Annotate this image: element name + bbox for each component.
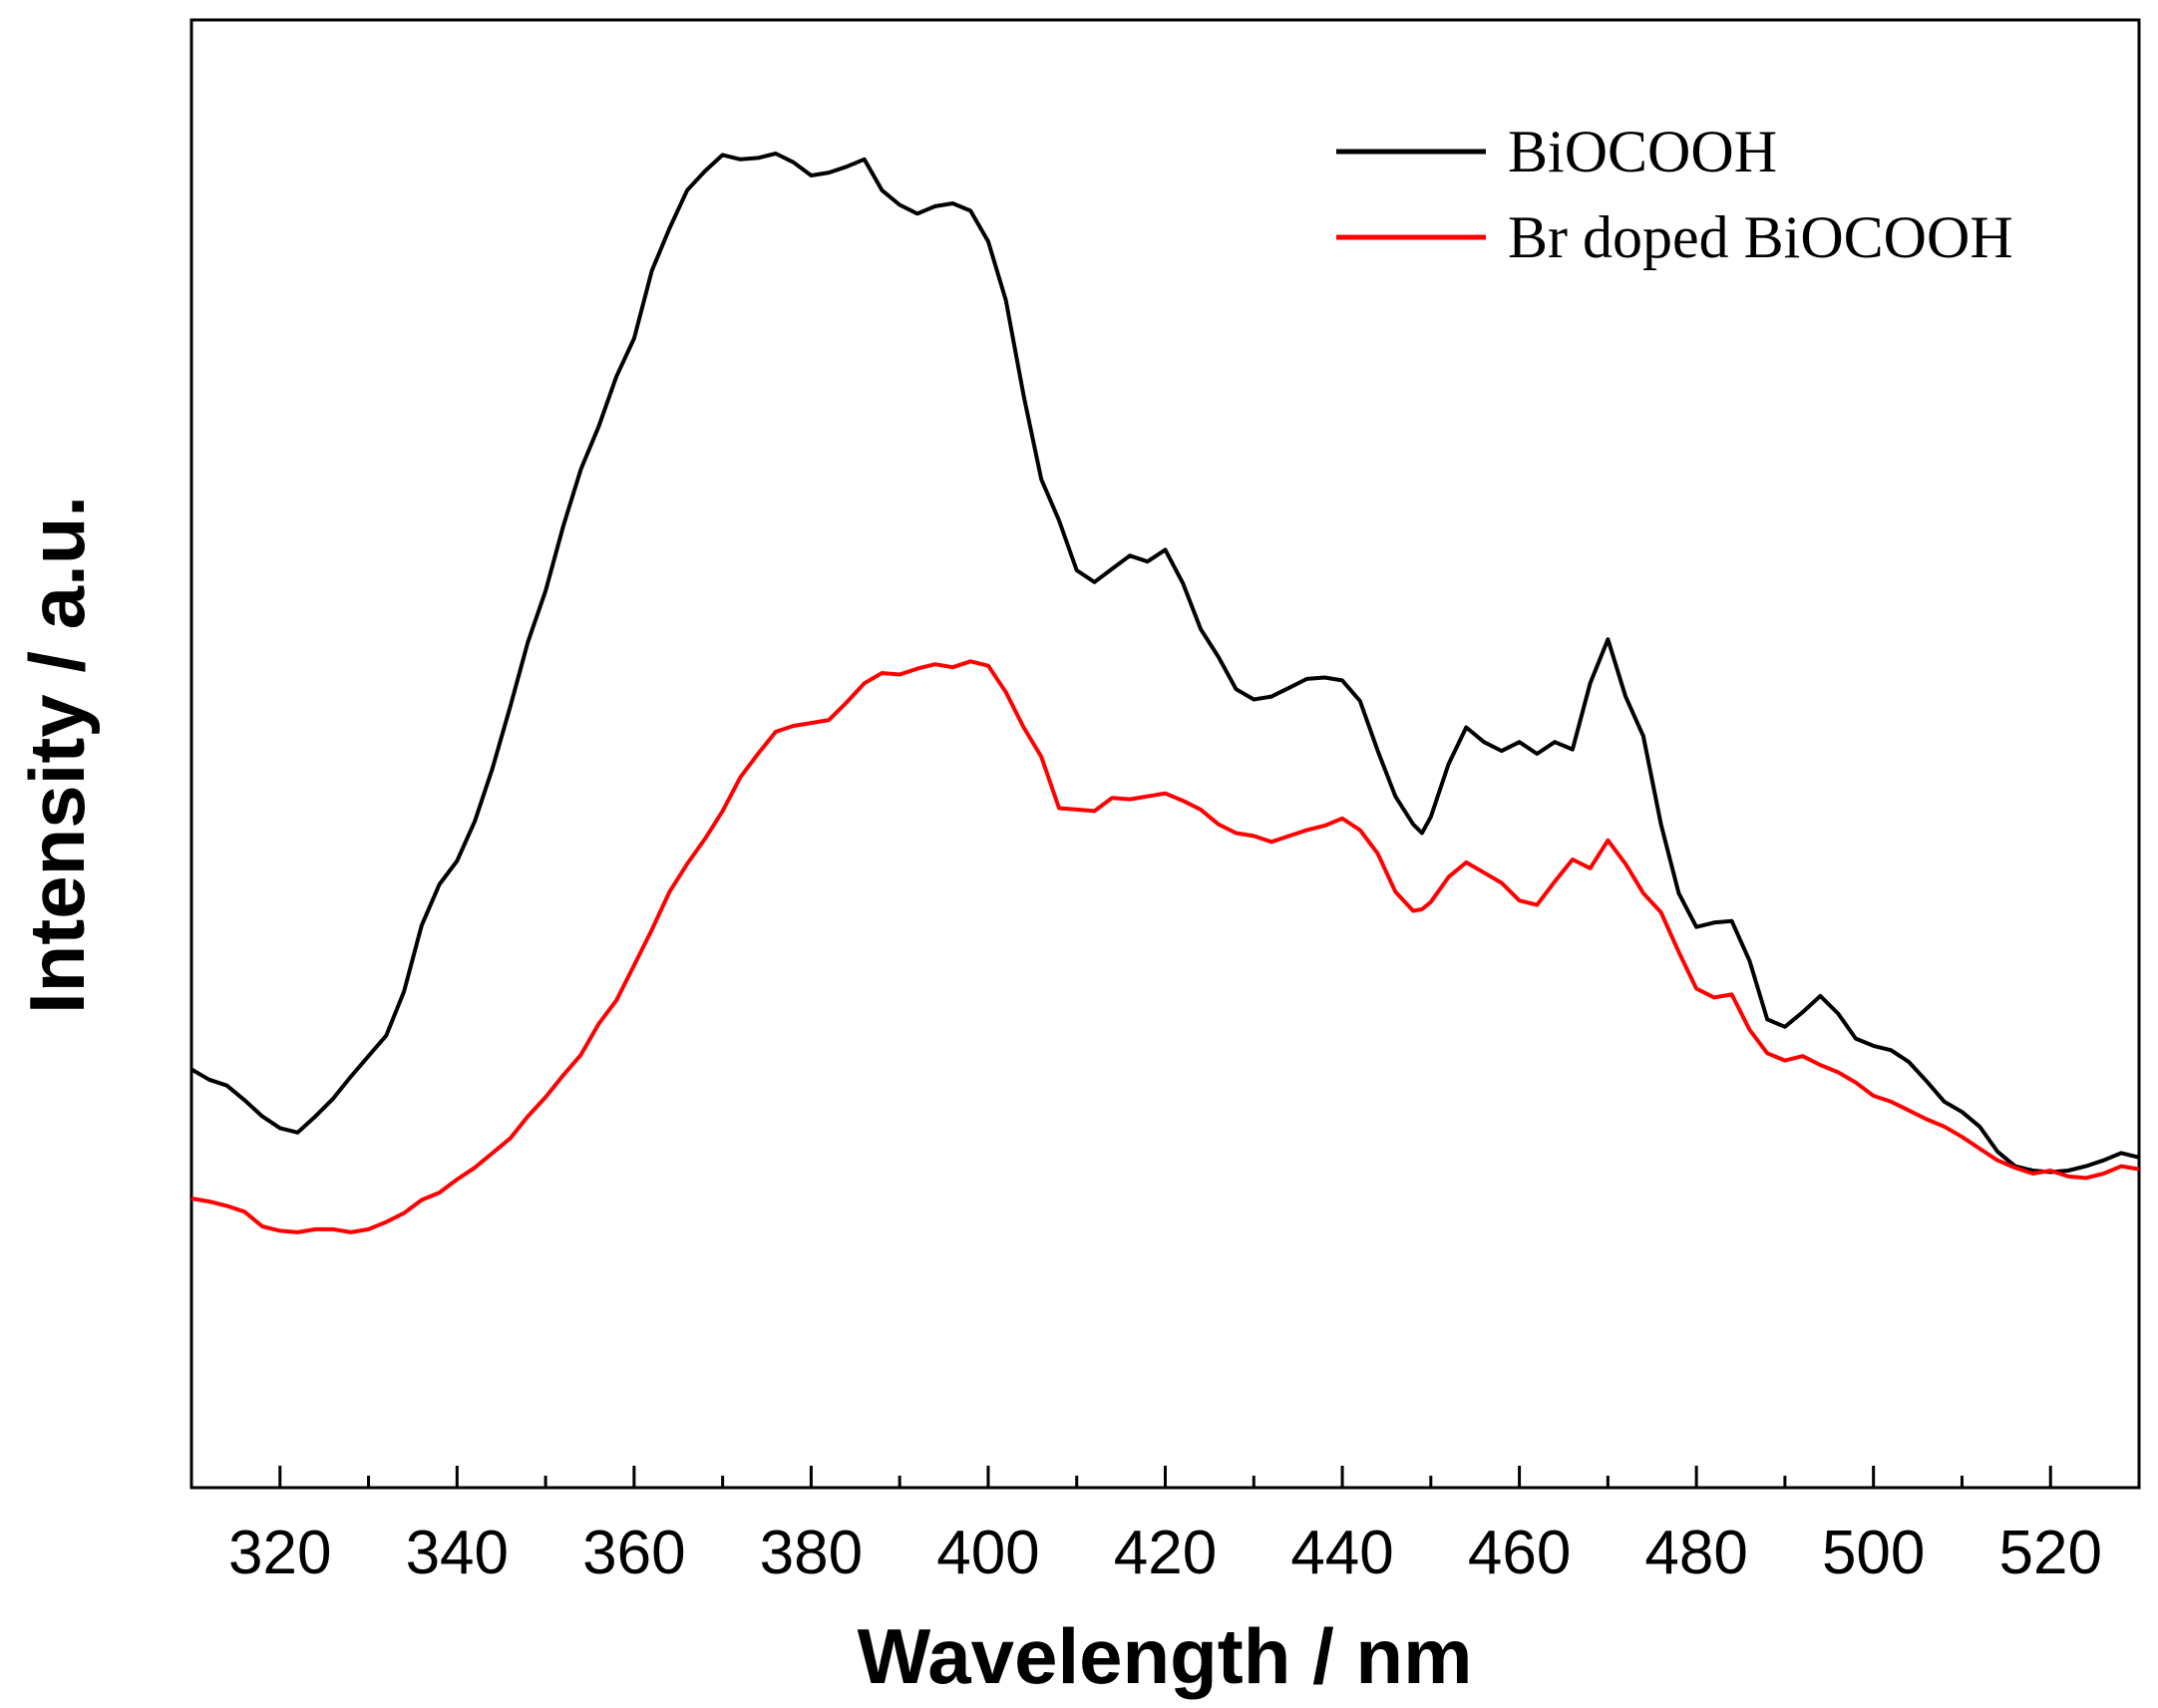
- y-axis-title: Intensity / a.u.: [13, 496, 101, 1014]
- x-tick-label: 360: [582, 1519, 685, 1587]
- x-axis-ticks: 320 340 360 380 400 420 440 460 480 500 520: [189, 1466, 2141, 1587]
- x-tick-label: 440: [1290, 1519, 1393, 1587]
- legend-label-1: Br doped BiOCOOH: [1508, 204, 2013, 270]
- series-lines: [189, 152, 2140, 1234]
- x-tick-label: 460: [1468, 1519, 1571, 1587]
- x-tick-label: 480: [1644, 1519, 1747, 1587]
- series-line-1: [190, 659, 2140, 1234]
- x-tick-label: 340: [406, 1519, 509, 1587]
- legend: BiOCOOH Br doped BiOCOOH: [1336, 119, 2013, 270]
- x-tick-label: 500: [1822, 1519, 1925, 1587]
- series-line-0: [189, 152, 2140, 1175]
- x-tick-label: 420: [1114, 1519, 1217, 1587]
- x-tick-label: 320: [228, 1519, 331, 1587]
- x-tick-label: 380: [760, 1519, 863, 1587]
- x-tick-label: 520: [1999, 1519, 2102, 1587]
- legend-label-0: BiOCOOH: [1508, 119, 1777, 184]
- x-axis-title: Wavelength / nm: [858, 1612, 1473, 1700]
- x-tick-label: 400: [936, 1519, 1039, 1587]
